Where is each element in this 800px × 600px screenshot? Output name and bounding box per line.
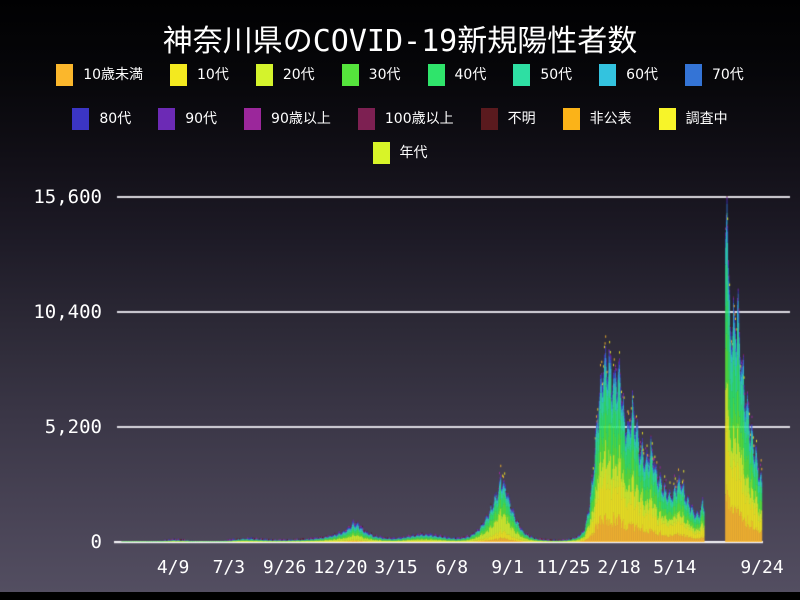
legend-swatch xyxy=(158,108,176,130)
legend-swatch xyxy=(562,108,580,130)
legend-swatch xyxy=(170,64,188,86)
legend-swatch xyxy=(599,64,617,86)
legend-item: 50代 xyxy=(513,64,572,86)
legend-label: 90歳以上 xyxy=(271,111,331,127)
legend-item: 40代 xyxy=(427,64,487,86)
legend-label: 90代 xyxy=(185,111,218,127)
legend-row-1: 10歳未満 10代 20代 30代 40代 50代 60代 70代 xyxy=(0,64,800,86)
legend-swatch xyxy=(427,64,445,86)
x-axis-tick-label: 9/1 xyxy=(491,557,524,578)
legend-row-2: 80代 90代 90歳以上 100歳以上 不明 非公表 調査中 xyxy=(0,108,800,130)
legend-label: 70代 xyxy=(711,67,744,83)
legend-swatch xyxy=(513,64,531,86)
legend-item: 20代 xyxy=(255,64,315,86)
legend-item: 100歳以上 xyxy=(357,108,454,130)
x-axis-tick-label: 4/9 xyxy=(156,557,190,578)
legend-label: 10代 xyxy=(197,67,229,83)
legend-item: 年代 xyxy=(372,142,428,164)
legend-item: 70代 xyxy=(684,64,744,86)
legend-item: 90代 xyxy=(158,108,217,130)
legend-swatch xyxy=(56,64,74,86)
legend-swatch xyxy=(372,142,390,164)
x-axis-tick-label: 3/15 xyxy=(374,557,418,578)
legend-item: 60代 xyxy=(599,64,658,86)
legend-label: 40代 xyxy=(454,67,487,83)
legend-label: 不明 xyxy=(507,111,536,127)
legend-swatch xyxy=(72,108,90,130)
legend-label: 20代 xyxy=(282,67,315,83)
legend-swatch xyxy=(684,64,702,86)
legend-item: 30代 xyxy=(341,64,401,86)
legend-item: 不明 xyxy=(480,108,536,130)
x-axis-tick-label: 2/18 xyxy=(597,557,641,578)
chart-title: 神奈川県のCOVID-19新規陽性者数 xyxy=(162,24,638,59)
x-axis-tick-label: 9/24 xyxy=(740,557,784,578)
y-axis-tick-label: 10,400 xyxy=(33,301,102,323)
legend-label: 80代 xyxy=(99,111,132,127)
legend-label: 50代 xyxy=(540,67,573,83)
y-axis-tick-label: 15,600 xyxy=(33,186,102,208)
legend-swatch xyxy=(244,108,262,130)
legend-item: 調査中 xyxy=(658,108,728,130)
legend-swatch xyxy=(357,108,375,130)
legend-label: 100歳以上 xyxy=(384,111,454,127)
legend-item: 非公表 xyxy=(562,108,632,130)
x-axis-tick-label: 9/26 xyxy=(262,557,307,578)
legend-label: 年代 xyxy=(399,145,428,161)
legend-swatch xyxy=(658,108,676,130)
x-axis-tick-label: 6/8 xyxy=(435,557,469,578)
x-axis-tick-label: 7/3 xyxy=(212,557,246,578)
y-axis-tick-label: 5,200 xyxy=(44,416,102,438)
x-axis-tick-label: 5/14 xyxy=(653,557,697,578)
legend-label: 調査中 xyxy=(685,111,728,127)
legend-item: 10歳未満 xyxy=(56,64,143,86)
legend-swatch xyxy=(341,64,359,86)
x-axis-tick-label: 12/20 xyxy=(313,557,368,578)
legend-row-3: 年代 xyxy=(0,142,800,164)
legend-item: 90歳以上 xyxy=(244,108,331,130)
x-axis-tick-label: 11/25 xyxy=(536,557,591,578)
legend-label: 非公表 xyxy=(589,111,632,127)
legend-label: 60代 xyxy=(626,67,658,83)
y-axis-tick-label: 0 xyxy=(90,531,102,553)
legend-item: 80代 xyxy=(72,108,131,130)
legend-swatch xyxy=(480,108,498,130)
legend-item: 10代 xyxy=(170,64,229,86)
legend-label: 10歳未満 xyxy=(83,67,144,83)
legend-label: 30代 xyxy=(368,67,401,83)
legend-swatch xyxy=(255,64,273,86)
